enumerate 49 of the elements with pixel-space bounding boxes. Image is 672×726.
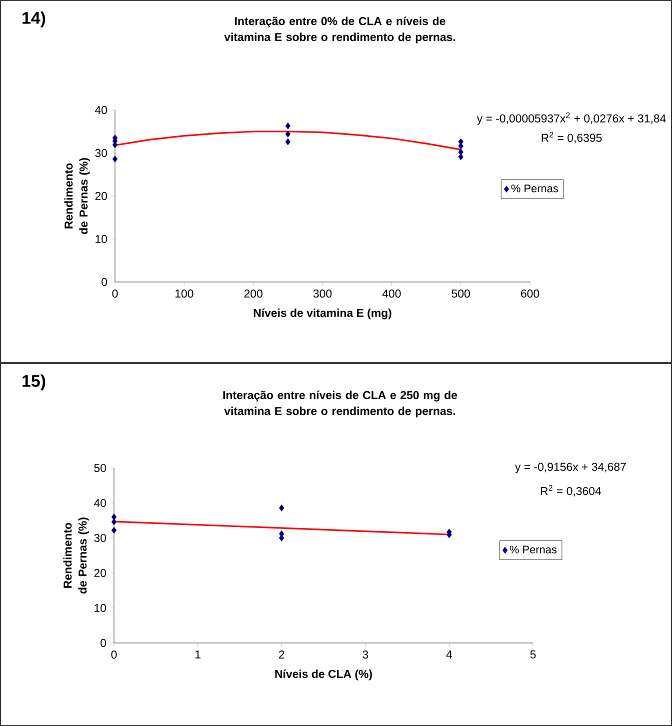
text: 14) (22, 12, 46, 28)
y-axis-title: Rendimento de Pernas (%) (64, 158, 90, 234)
y-tick-label: 40 (95, 106, 108, 114)
y-tick-label: 50 (94, 464, 106, 472)
x-tick-label: 2 (278, 650, 284, 659)
y-axis-title: Rendimento de Pernas (%) (63, 518, 89, 594)
y-tick-label: 0 (100, 638, 106, 648)
x-axis-title: Níveis de vitamina E (mg) (254, 308, 392, 320)
chart-title: Interação entre 0% de CLA e níveis de vitamina E sobre o rendimento de pernas. (224, 16, 456, 44)
chart-title: Interação entre níveis de CLA e 250 mg de vitamina E sobre o rendimento de pernas. (223, 390, 458, 418)
x-tick-label: 500 (452, 290, 470, 298)
x-axis-title: Níveis de CLA (%) (275, 669, 372, 680)
point (111, 526, 117, 534)
y-tick-label: 10 (94, 604, 106, 612)
annotation: y = -0,9156x + 34,687 (515, 462, 626, 474)
x-tick-label: 4 (446, 650, 452, 658)
point (112, 156, 118, 162)
x-tick-label: 300 (313, 290, 332, 298)
x-tick-label: 0 (111, 650, 117, 659)
y-tick-label: 30 (94, 534, 106, 542)
point (111, 518, 117, 526)
x-tick-label: 100 (175, 290, 194, 298)
y-tick-label: 40 (94, 498, 106, 508)
x-tick-label: 600 (521, 290, 540, 298)
y-tick-label: 20 (94, 568, 106, 578)
legend-label: % Pernas (510, 546, 557, 554)
point (279, 534, 284, 542)
annotation: y = -0,00005937x$^{2}$ + 0,0276x + 31,84 (476, 112, 666, 125)
y-tick-label: 0 (102, 278, 108, 286)
legend-label: % Pernas (511, 184, 558, 192)
point (285, 138, 291, 146)
point (285, 122, 291, 130)
point (279, 504, 284, 512)
x-tick-label: 5 (530, 650, 536, 659)
y-tick-label: 30 (95, 148, 108, 158)
x-tick-label: 3 (362, 650, 368, 659)
x-tick-label: 400 (382, 290, 401, 298)
y-tick-label: 10 (96, 234, 108, 244)
text: 15) (22, 374, 46, 390)
text: R$^{2}$ = 0,3604 (540, 485, 602, 496)
point (458, 153, 464, 160)
point (285, 130, 291, 138)
x-tick-label: 1 (195, 650, 200, 658)
point (458, 142, 464, 150)
y-tick-label: 20 (95, 192, 108, 200)
text: R$^{2}$ = 0,6395 (542, 132, 602, 144)
x-tick-label: 200 (244, 290, 262, 298)
point (111, 514, 117, 520)
x-tick-label: 0 (112, 290, 118, 298)
